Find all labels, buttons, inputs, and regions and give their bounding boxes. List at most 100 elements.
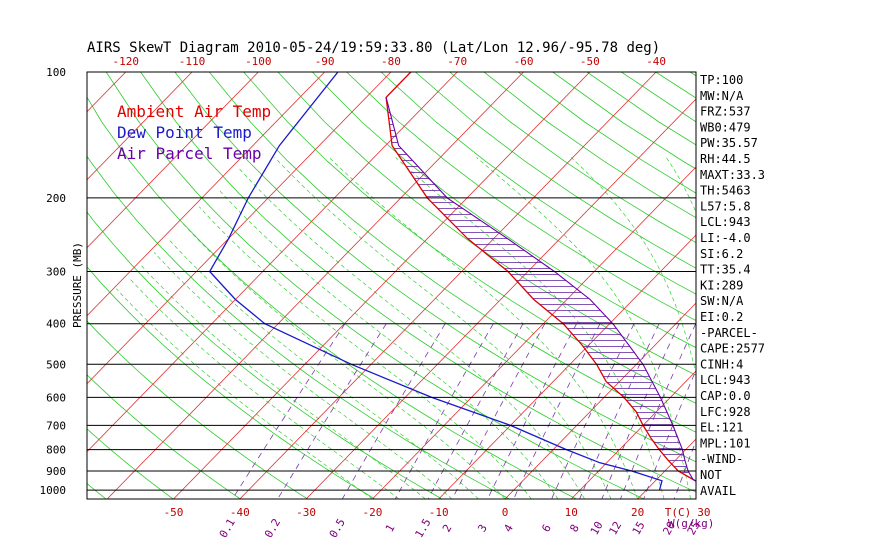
dry-adiabat-line bbox=[243, 72, 696, 404]
isotherm-line bbox=[87, 72, 193, 181]
mixing-ratio-line bbox=[643, 369, 696, 499]
mixing-ratio-line bbox=[673, 439, 696, 499]
temp-tick-label: -40 bbox=[230, 506, 250, 519]
isotherm-line bbox=[438, 234, 696, 499]
mixing-ratio-tick-label: 6 bbox=[539, 522, 554, 534]
top-temp-tick-label: -50 bbox=[580, 55, 600, 68]
pressure-tick-label: 1000 bbox=[40, 484, 67, 497]
index-line: RH:44.5 bbox=[700, 152, 751, 166]
moist-adiabat-line bbox=[217, 188, 559, 499]
dry-adiabat-line bbox=[87, 96, 577, 499]
mixing-ratio-line bbox=[341, 323, 446, 499]
temp-tick-label: 0 bbox=[502, 506, 509, 519]
temp-tick-label: 10 bbox=[565, 506, 578, 519]
mixing-ratio-line bbox=[551, 323, 635, 499]
mixing-ratio-line bbox=[513, 323, 601, 499]
temp-tick-label: 30 bbox=[697, 506, 710, 519]
dry-adiabat-line bbox=[415, 72, 696, 269]
mixing-ratio-tick-label: 10 bbox=[588, 519, 606, 537]
mixing-ratio-tick-label: 12 bbox=[606, 519, 624, 537]
dry-adiabat-line bbox=[346, 72, 696, 322]
temp-tick-label: -10 bbox=[429, 506, 449, 519]
pressure-tick-label: 800 bbox=[46, 444, 66, 457]
dry-adiabat-line bbox=[0, 72, 39, 499]
pressure-tick-label: 300 bbox=[46, 266, 66, 279]
dry-adiabat-line bbox=[140, 72, 696, 493]
mixing-ratio-tick-label: 3 bbox=[475, 522, 490, 534]
dry-adiabat-line bbox=[87, 155, 510, 499]
isotherm-line bbox=[571, 370, 696, 499]
mixing-ratio-line bbox=[620, 323, 696, 499]
ambient-temp-line bbox=[385, 72, 696, 482]
pressure-tick-label: 400 bbox=[46, 318, 66, 331]
mixing-ratio-tick-label: 0.1 bbox=[217, 516, 238, 540]
index-line: -WIND- bbox=[700, 452, 743, 466]
pressure-tick-label: 900 bbox=[46, 465, 66, 478]
dry-adiabat-line bbox=[87, 483, 107, 499]
pressure-tick-label: 200 bbox=[46, 192, 66, 205]
moist-adiabat-line bbox=[116, 288, 373, 499]
mixing-ratio-line bbox=[579, 323, 660, 499]
isotherm-line bbox=[504, 302, 696, 499]
isotherm-line bbox=[87, 72, 127, 113]
legend: Ambient Air Temp Dew Point Temp Air Parc… bbox=[117, 102, 271, 163]
dry-adiabat-line bbox=[518, 72, 696, 194]
mixing-ratio-tick-label: 1.5 bbox=[412, 516, 433, 540]
index-line: EL:121 bbox=[700, 421, 743, 435]
index-line: L57:5.8 bbox=[700, 199, 751, 213]
isotherm-line bbox=[106, 72, 524, 499]
index-line: SI:6.2 bbox=[700, 247, 743, 261]
pressure-tick-label: 100 bbox=[46, 66, 66, 79]
dry-adiabat-line bbox=[759, 72, 870, 499]
dry-adiabat-line bbox=[380, 72, 696, 295]
plot-frame bbox=[86, 71, 697, 500]
index-line: LI:-4.0 bbox=[700, 231, 751, 245]
mixing-ratio-tick-label: 25 bbox=[685, 519, 703, 537]
index-line: CINH:4 bbox=[700, 357, 743, 371]
index-line: KI:289 bbox=[700, 278, 743, 292]
index-line: TP:100 bbox=[700, 73, 743, 87]
legend-parcel: Air Parcel Temp bbox=[117, 144, 262, 163]
mixing-ratio-tick-label: 2 bbox=[440, 522, 455, 534]
isotherm-line bbox=[305, 98, 696, 499]
mixing-ratio-tick-label: 0.2 bbox=[262, 516, 283, 540]
top-temp-tick-label: -60 bbox=[514, 55, 534, 68]
index-line: LCL:943 bbox=[700, 215, 751, 229]
index-line: MAXT:33.3 bbox=[700, 168, 765, 182]
mixing-ratio-tick-label: 8 bbox=[567, 522, 582, 534]
mixing-ratio-tick-label: 20 bbox=[660, 519, 678, 537]
mixing-ratio-tick-label: 0.5 bbox=[327, 516, 348, 540]
isotherm-line bbox=[0, 72, 59, 499]
dry-adiabat-line bbox=[87, 320, 308, 499]
legend-ambient: Ambient Air Temp bbox=[117, 102, 271, 121]
index-line: -PARCEL- bbox=[700, 326, 758, 340]
index-line: MPL:101 bbox=[700, 436, 751, 450]
index-line: PW:35.57 bbox=[700, 136, 758, 150]
moist-adiabat-line bbox=[153, 252, 453, 499]
moist-adiabat-line bbox=[128, 277, 400, 499]
top-temp-tick-label: -40 bbox=[646, 55, 666, 68]
index-line: CAP:0.0 bbox=[700, 389, 751, 403]
mixing-ratio-line bbox=[601, 323, 680, 499]
top-temp-tick-label: -110 bbox=[179, 55, 206, 68]
pressure-tick-label: 500 bbox=[46, 358, 66, 371]
chart-title: AIRS SkewT Diagram 2010-05-24/19:59:33.8… bbox=[87, 40, 660, 56]
isotherm-line bbox=[372, 166, 696, 499]
isotherm-line bbox=[87, 72, 259, 249]
top-temp-tick-label: -120 bbox=[112, 55, 139, 68]
index-line: LFC:928 bbox=[700, 405, 751, 419]
dry-adiabat-line bbox=[655, 72, 696, 99]
mixing-ratio-tick-label: 4 bbox=[501, 522, 516, 535]
index-line: LCL:943 bbox=[700, 373, 751, 387]
dry-adiabat-line bbox=[87, 428, 174, 499]
dry-adiabat-line bbox=[174, 72, 696, 463]
index-line: FRZ:537 bbox=[700, 105, 751, 119]
index-line: EI:0.2 bbox=[700, 310, 743, 324]
isotherm-line bbox=[87, 72, 392, 385]
y-axis-label: PRESSURE (MB) bbox=[71, 242, 84, 328]
temp-tick-label: -20 bbox=[362, 506, 382, 519]
dry-adiabat-line bbox=[277, 72, 696, 376]
dry-adiabat-line bbox=[312, 72, 696, 349]
